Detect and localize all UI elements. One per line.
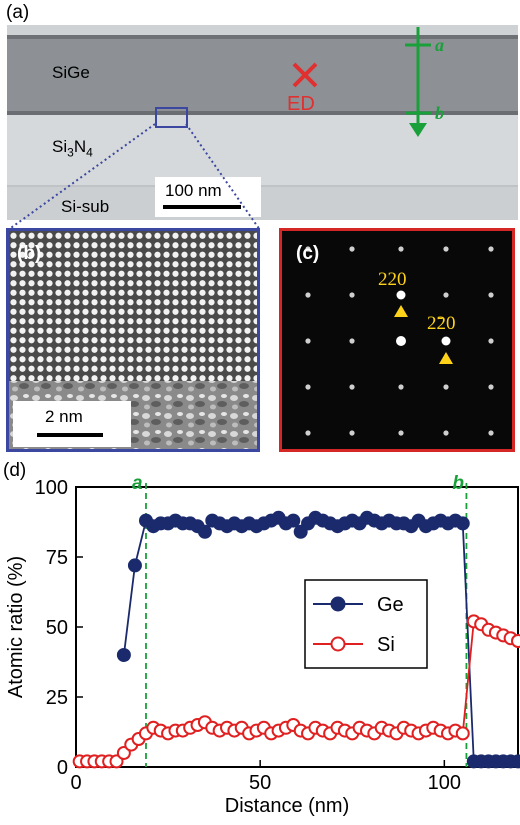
- diffraction-spot: [305, 430, 311, 436]
- spot-220-label: 220: [378, 269, 407, 290]
- si3n4-sisub-interface: [7, 185, 518, 187]
- diffraction-spot: [488, 338, 494, 344]
- atomic-ratio-chart: 0 25 50 75 100 0 50 100 Distance (nm) Atomic rati…: [5, 473, 520, 817]
- si3n4-layer: [7, 115, 518, 187]
- legend-label-ge: Ge: [377, 594, 404, 616]
- overbar-mark: -: [437, 307, 444, 328]
- data-point-ge: [197, 524, 212, 539]
- sige-layer: [7, 37, 518, 113]
- scalebar-a-box: [155, 177, 261, 217]
- diffraction-spot: [398, 246, 404, 252]
- diffraction-spot: [396, 290, 406, 300]
- line-scan-arrow: [405, 27, 431, 137]
- diffraction-spot: [305, 292, 311, 298]
- data-point-ge: [511, 754, 520, 769]
- panel-a-label: (a): [6, 2, 30, 23]
- diffraction-spot: [443, 384, 449, 390]
- x-tick-label: 0: [70, 772, 81, 794]
- data-point-ge: [127, 558, 142, 573]
- diffraction-spot: [398, 430, 404, 436]
- legend-label-si: Si: [377, 634, 395, 656]
- scalebar-a-bar: [163, 205, 241, 209]
- legend-marker-si: [330, 636, 346, 652]
- diffraction-spot: [349, 384, 355, 390]
- scalebar-b-box: [13, 401, 131, 447]
- diffraction-spot: [349, 338, 355, 344]
- data-point-si: [455, 726, 470, 741]
- diffraction-spot: [443, 246, 449, 252]
- diffraction-spot: [443, 292, 449, 298]
- diffraction-spot: [305, 246, 311, 252]
- line-a-label: a: [435, 35, 444, 55]
- diffraction-spot: [443, 430, 449, 436]
- data-point-ge: [116, 648, 131, 662]
- sisub-layer: [7, 187, 518, 220]
- boundary-label-a: a: [132, 473, 143, 494]
- diffraction-spot: [349, 430, 355, 436]
- si3n4-label: Si3N4: [52, 137, 93, 160]
- y-tick-label: 0: [57, 757, 68, 779]
- zoom-region-box: [155, 107, 188, 128]
- line-b-label: b: [435, 103, 444, 123]
- data-point-ge: [286, 513, 301, 528]
- diffraction-spot: [349, 292, 355, 298]
- diffraction-spot: [305, 338, 311, 344]
- panel-b-label: (b): [17, 243, 42, 264]
- spot-2-20-label: -220: [427, 307, 456, 334]
- diffraction-spot: [488, 246, 494, 252]
- legend-box: [304, 579, 428, 669]
- spot-triangle-markers: [394, 305, 453, 364]
- x-tick-label: 50: [249, 772, 271, 794]
- y-tick-label: 50: [46, 617, 68, 639]
- panel-d-label: (d): [3, 460, 27, 481]
- scalebar-b-label: 2 nm: [45, 407, 83, 426]
- ed-label: ED: [287, 93, 315, 115]
- legend-marker-ge: [330, 596, 346, 612]
- x-axis-label: Distance (nm): [225, 795, 349, 817]
- sisub-label: Si-sub: [61, 197, 110, 216]
- y-tick-label: 100: [35, 477, 68, 499]
- sige-label: SiGe: [52, 63, 90, 82]
- diffraction-spot: [488, 430, 494, 436]
- diffraction-spot: [398, 384, 404, 390]
- y-axis-label: Atomic ratio (%): [5, 556, 27, 698]
- hrtem-image: (b) 2 nm: [6, 228, 260, 452]
- ed-cross-icon: [290, 60, 320, 90]
- scalebar-a-label: 100 nm: [165, 181, 222, 200]
- data-point-si: [511, 634, 520, 648]
- cross-section-tem-image: SiGe Si3N4 Si-sub ED a b 100 nm: [7, 25, 518, 220]
- diffraction-spot: [488, 292, 494, 298]
- x-tick-label: 100: [428, 772, 461, 794]
- diffraction-spot: [396, 336, 406, 346]
- diffraction-pattern: (c) 220 -220: [279, 228, 515, 452]
- diffraction-spot: [349, 246, 355, 252]
- data-point-ge: [455, 516, 470, 531]
- diffraction-spot: [441, 336, 451, 346]
- y-tick-label: 75: [46, 547, 68, 569]
- panel-c-label: (c): [296, 243, 320, 264]
- zoom-guide-lines: [7, 123, 261, 231]
- boundary-label-b: b: [452, 473, 464, 494]
- scalebar-b-bar: [37, 433, 103, 437]
- diffraction-spot: [305, 384, 311, 390]
- sige-top-edge: [7, 35, 518, 39]
- y-tick-label: 25: [46, 687, 68, 709]
- interface-edge: [7, 111, 518, 115]
- diffraction-spot: [488, 384, 494, 390]
